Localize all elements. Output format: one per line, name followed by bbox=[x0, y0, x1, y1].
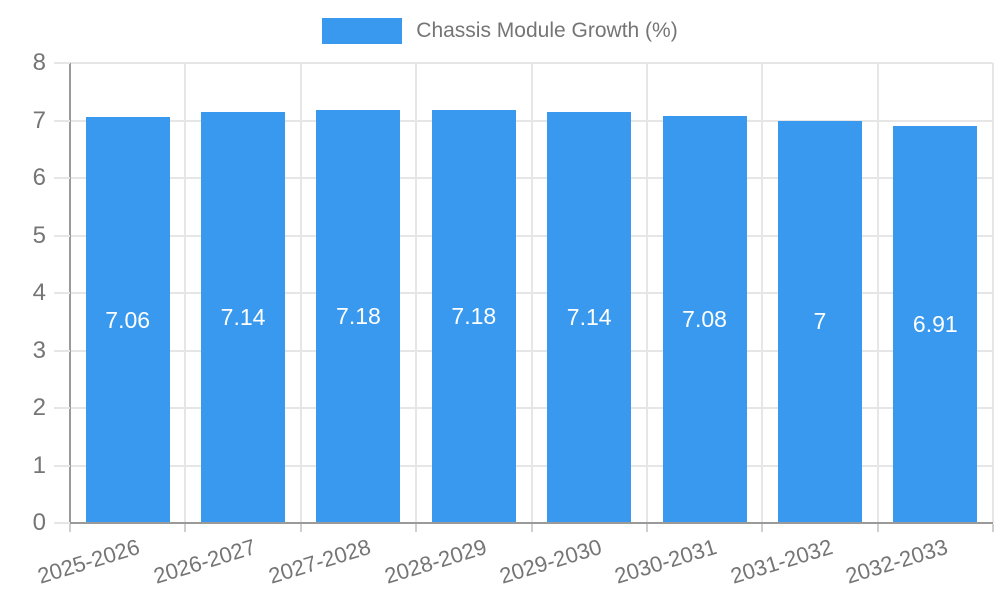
gridline-vertical bbox=[876, 63, 879, 523]
y-axis-tick-mark bbox=[54, 292, 70, 294]
y-axis-tick-label: 3 bbox=[32, 336, 46, 364]
x-axis-tick-mark bbox=[530, 524, 533, 532]
bar[interactable]: 7.08 bbox=[662, 115, 747, 523]
x-axis-tick-mark bbox=[761, 524, 764, 532]
chart-legend[interactable]: Chassis Module Growth (%) bbox=[0, 18, 1000, 44]
gridline-vertical bbox=[645, 63, 648, 523]
y-axis-tick-mark bbox=[54, 464, 70, 467]
bar-value-label: 7 bbox=[813, 308, 827, 335]
y-axis-line bbox=[69, 63, 71, 523]
y-axis-tick-label: 4 bbox=[32, 279, 46, 306]
x-axis-tick-mark bbox=[299, 524, 302, 532]
bar-value-label: 7.14 bbox=[220, 304, 266, 331]
legend-swatch-icon bbox=[322, 18, 403, 44]
bar-value-label: 7.18 bbox=[336, 303, 381, 330]
bar[interactable]: 7.06 bbox=[85, 117, 170, 523]
x-axis-tick-mark bbox=[992, 524, 994, 532]
plot-area: 7.06 7.14 7.18 7.18 7.14 7.08 7 6.91 bbox=[69, 62, 994, 524]
legend-label: Chassis Module Growth (%) bbox=[416, 19, 678, 42]
y-axis-tick-mark bbox=[54, 349, 70, 352]
x-axis-tick-label: 2027-2028 bbox=[265, 534, 374, 589]
y-axis-tick-mark bbox=[54, 62, 70, 64]
x-axis-tick-label: 2030-2031 bbox=[611, 534, 720, 589]
bar[interactable]: 6.91 bbox=[893, 125, 978, 523]
y-axis-tick-mark bbox=[54, 119, 70, 122]
y-axis-tick-mark bbox=[54, 407, 70, 409]
gridline-vertical bbox=[530, 63, 533, 523]
y-axis-tick-label: 0 bbox=[32, 509, 46, 536]
x-axis-tick-label: 2031-2032 bbox=[727, 534, 836, 589]
x-axis-tick-label: 2032-2033 bbox=[842, 534, 951, 589]
bar-value-label: 7.14 bbox=[566, 304, 612, 331]
gridline-vertical bbox=[992, 63, 994, 523]
y-axis-tick-mark bbox=[54, 234, 70, 237]
gridline-vertical bbox=[184, 63, 187, 523]
y-axis-tick-label: 6 bbox=[32, 164, 46, 191]
y-axis-tick-mark bbox=[54, 522, 70, 524]
x-axis-line bbox=[69, 522, 993, 524]
bar-value-label: 7.06 bbox=[105, 306, 151, 333]
bar-value-label: 6.91 bbox=[912, 310, 958, 337]
y-axis-tick-label: 7 bbox=[32, 106, 46, 134]
bar[interactable]: 7.18 bbox=[431, 110, 516, 523]
gridline-vertical bbox=[299, 63, 302, 523]
gridline-vertical bbox=[415, 63, 418, 523]
x-axis-tick-mark bbox=[69, 524, 71, 532]
y-axis-tick-mark bbox=[54, 177, 70, 179]
bar[interactable]: 7.14 bbox=[201, 112, 286, 523]
x-axis-tick-mark bbox=[876, 524, 879, 532]
x-axis-tick-label: 2028-2029 bbox=[381, 534, 490, 589]
x-axis-tick-mark bbox=[645, 524, 648, 532]
y-axis-tick-label: 5 bbox=[32, 221, 46, 249]
x-axis-tick-label: 2025-2026 bbox=[35, 534, 143, 589]
bar-value-label: 7.18 bbox=[451, 303, 497, 330]
x-axis-tick-mark bbox=[415, 524, 418, 532]
x-axis-tick-label: 2029-2030 bbox=[496, 534, 605, 589]
bar[interactable]: 7 bbox=[777, 120, 862, 523]
bar[interactable]: 7.18 bbox=[316, 110, 401, 523]
bar[interactable]: 7.14 bbox=[547, 112, 632, 523]
y-axis-tick-label: 8 bbox=[32, 49, 46, 76]
x-axis-tick-label: 2026-2027 bbox=[150, 534, 259, 589]
x-axis-tick-mark bbox=[184, 524, 187, 532]
bar-value-label: 7.08 bbox=[682, 305, 727, 332]
gridline-vertical bbox=[761, 63, 764, 523]
y-axis-tick-label: 2 bbox=[32, 394, 46, 421]
y-axis-tick-label: 1 bbox=[32, 451, 46, 479]
